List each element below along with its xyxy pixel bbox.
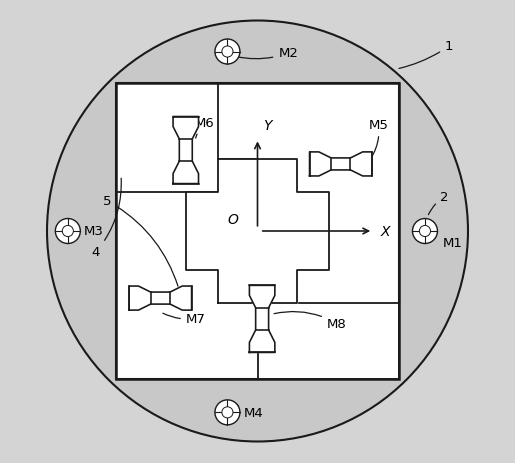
Circle shape [215, 40, 240, 65]
Text: M8: M8 [274, 312, 347, 330]
Text: 4: 4 [92, 179, 121, 259]
Circle shape [55, 219, 80, 244]
Text: M1: M1 [435, 232, 462, 250]
Bar [116, 84, 399, 379]
Text: M3: M3 [75, 225, 104, 238]
Circle shape [419, 226, 431, 237]
Polygon shape [258, 271, 399, 379]
Text: 2: 2 [428, 190, 449, 215]
Text: $O$: $O$ [227, 213, 239, 227]
Circle shape [222, 407, 233, 418]
Text: M6: M6 [195, 117, 215, 139]
Text: 5: 5 [104, 195, 178, 287]
Text: M5: M5 [369, 119, 388, 160]
Text: $X$: $X$ [380, 225, 392, 238]
Text: M4: M4 [236, 405, 263, 419]
Circle shape [47, 21, 468, 442]
Text: M2: M2 [237, 47, 298, 60]
Circle shape [215, 400, 240, 425]
Text: M7: M7 [163, 313, 205, 325]
Polygon shape [129, 287, 192, 310]
Bar [116, 84, 399, 379]
Text: 1: 1 [399, 40, 453, 69]
Circle shape [62, 226, 73, 237]
Text: $Y$: $Y$ [263, 118, 274, 132]
Polygon shape [310, 153, 372, 176]
Circle shape [413, 219, 437, 244]
Polygon shape [173, 117, 198, 184]
Polygon shape [116, 84, 258, 192]
Polygon shape [186, 160, 329, 303]
Polygon shape [249, 286, 275, 353]
Circle shape [222, 47, 233, 58]
